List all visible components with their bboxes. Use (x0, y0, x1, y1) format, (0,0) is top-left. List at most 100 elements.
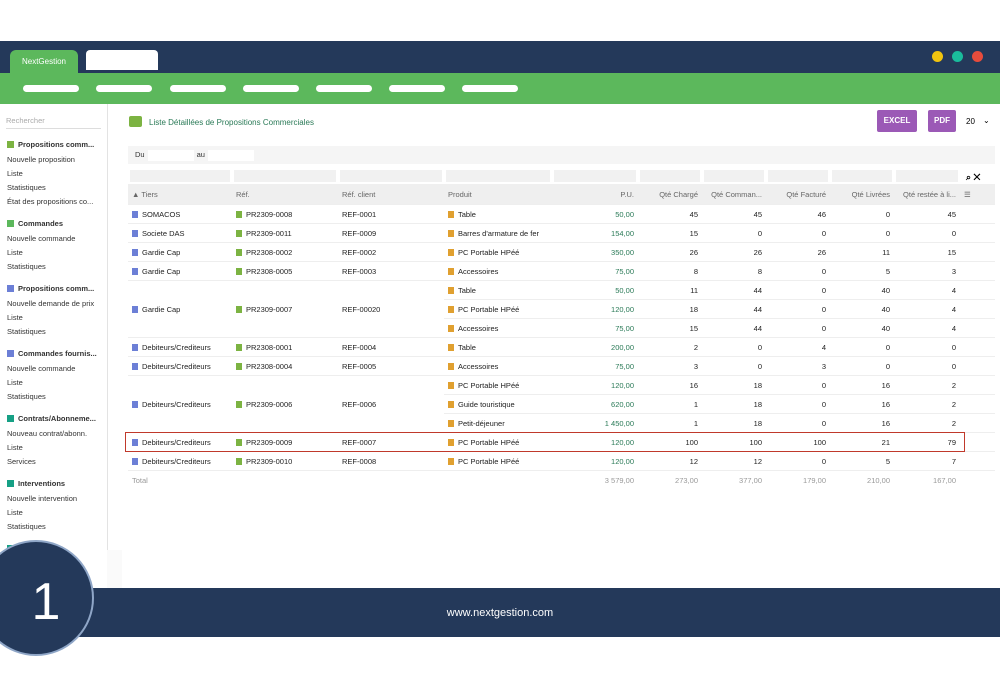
ref-cell-text[interactable]: PR2308-0004 (246, 361, 293, 371)
sidebar-link[interactable]: Nouvelle proposition (7, 155, 75, 164)
sidebar-link[interactable]: Liste (7, 248, 23, 257)
sidebar-link[interactable]: Liste (7, 378, 23, 387)
table-row[interactable]: Gardie Cap PR2308-0005 REF-0003 Accessoires… (128, 261, 995, 281)
filter-input[interactable] (234, 170, 336, 182)
pdf-button[interactable]: PDF (928, 110, 956, 132)
filter-input[interactable] (704, 170, 764, 182)
table-row[interactable]: Gardie Cap PR2308-0002 REF-0002 PC Portable… (128, 242, 995, 262)
ref-cell-text[interactable]: PR2309-0010 (246, 456, 293, 466)
table-row[interactable]: Societe DAS PR2309-0011 REF-0009 Barres d'a… (128, 223, 995, 243)
menu-item[interactable] (96, 85, 152, 92)
filter-input[interactable] (130, 170, 230, 182)
sidebar-link[interactable]: Statistiques (7, 392, 46, 401)
sidebar-link[interactable]: Nouvelle commande (7, 364, 76, 373)
tiers-cell-text[interactable]: SOMACOS (142, 209, 181, 219)
table-row[interactable]: Debiteurs/Crediteurs PR2309-0009 REF-0007 P… (128, 432, 995, 452)
section-header[interactable]: Interventions (7, 478, 107, 490)
ref-cell-text[interactable]: PR2309-0007 (246, 304, 293, 314)
sidebar-link[interactable]: Liste (7, 443, 23, 452)
table-row[interactable]: Guide touristique 620,00 1 18 0 16 2 (128, 394, 995, 414)
filter-input[interactable] (554, 170, 636, 182)
sidebar-link[interactable]: État des propositions co... (7, 197, 94, 206)
menu-item[interactable] (462, 85, 518, 92)
menu-item[interactable] (23, 85, 79, 92)
sidebar-link[interactable]: Statistiques (7, 327, 46, 336)
sidebar-link[interactable]: Liste (7, 169, 23, 178)
column-header[interactable]: Réf. (232, 184, 338, 205)
filter-input[interactable] (832, 170, 892, 182)
sidebar-link[interactable]: Nouvelle intervention (7, 494, 78, 503)
column-header[interactable]: Qté Livrées (830, 184, 894, 205)
sidebar-link[interactable]: Liste (7, 313, 23, 322)
section-header[interactable]: Propositions comm... (7, 139, 107, 151)
column-header[interactable]: P.U. (552, 184, 638, 205)
sidebar-link[interactable]: Nouvelle demande de prix (7, 299, 95, 308)
table-row[interactable]: Accessoires 75,00 15 44 0 40 4 (128, 318, 995, 338)
sidebar-link[interactable]: Statistiques (7, 262, 46, 271)
column-header[interactable]: Qté Comman... (702, 184, 766, 205)
tiers-cell-text[interactable]: Gardie Cap (142, 247, 181, 257)
ref-cell-text[interactable]: PR2308-0002 (246, 247, 293, 257)
tiers-cell-text[interactable]: Debiteurs/Crediteurs (142, 456, 211, 466)
column-menu[interactable]: ☰ (960, 184, 995, 205)
date-input[interactable] (207, 149, 254, 161)
column-header[interactable]: Qté Facturé (766, 184, 830, 205)
sidebar-link[interactable]: Services (7, 457, 36, 466)
search-icon[interactable]: ⌕ ✕ (966, 172, 981, 182)
section-title[interactable]: Commandes (18, 219, 64, 228)
table-row[interactable]: Debiteurs/Crediteurs PR2308-0004 REF-0005 A… (128, 356, 995, 376)
column-header[interactable]: Qté restée à li... (894, 184, 960, 205)
ref-cell-text[interactable]: PR2309-0009 (246, 437, 293, 447)
table-row[interactable]: SOMACOS PR2309-0008 REF-0001 Table 50,00 45 45… (128, 204, 995, 224)
filter-input[interactable] (340, 170, 442, 182)
table-row[interactable]: PC Portable HPéé 120,00 18 44 0 40 4 (128, 299, 995, 319)
section-header[interactable]: Commandes (7, 218, 107, 230)
section-title[interactable]: Contrats/Abonneme... (18, 414, 96, 423)
date-input[interactable] (147, 149, 194, 161)
section-header[interactable]: Commandes fournis... (7, 348, 107, 360)
tiers-cell-text[interactable]: Debiteurs/Crediteurs (142, 342, 211, 352)
excel-button[interactable]: EXCEL (877, 110, 917, 132)
table-row[interactable]: Debiteurs/Crediteurs PR2309-0006 REF-0006 P… (128, 375, 995, 433)
tiers-cell-text[interactable]: Societe DAS (142, 228, 185, 238)
page-size-select[interactable]: 20 (966, 117, 975, 126)
section-title[interactable]: Interventions (18, 479, 66, 488)
ref-cell-text[interactable]: PR2309-0006 (246, 399, 293, 409)
column-header[interactable]: Qté Chargé (638, 184, 702, 205)
ref-cell-text[interactable]: PR2309-0011 (246, 228, 292, 238)
sidebar-link[interactable]: Statistiques (7, 522, 46, 531)
search-input[interactable]: Rechercher (6, 116, 101, 129)
ref-cell-text[interactable]: PR2309-0008 (246, 209, 293, 219)
section-title[interactable]: Propositions comm... (18, 140, 95, 149)
menu-item[interactable] (170, 85, 226, 92)
blank-tab[interactable] (86, 50, 158, 70)
filter-input[interactable] (896, 170, 958, 182)
tiers-cell-text[interactable]: Debiteurs/Crediteurs (142, 361, 211, 371)
tiers-cell-text[interactable]: Debiteurs/Crediteurs (142, 437, 211, 447)
section-title[interactable]: Commandes fournis... (18, 349, 97, 358)
sidebar-link[interactable]: Statistiques (7, 183, 46, 192)
ref-cell-text[interactable]: PR2308-0001 (246, 342, 293, 352)
filter-input[interactable] (640, 170, 700, 182)
tiers-cell-text[interactable]: Gardie Cap (142, 266, 181, 276)
table-row[interactable]: Debiteurs/Crediteurs PR2308-0001 REF-0004 T… (128, 337, 995, 357)
tiers-cell-text[interactable]: Debiteurs/Crediteurs (142, 399, 211, 409)
filter-input[interactable] (446, 170, 550, 182)
column-header[interactable]: Produit (444, 184, 552, 205)
sidebar-link[interactable]: Nouveau contrat/abonn. (7, 429, 88, 438)
sidebar-link[interactable]: Liste (7, 508, 23, 517)
table-row[interactable]: Gardie Cap PR2309-0007 REF-00020 Table 50,00… (128, 280, 995, 338)
column-header[interactable]: ▲ Tiers (128, 184, 232, 205)
app-tab[interactable]: NextGestion (10, 50, 78, 73)
menu-item[interactable] (316, 85, 372, 92)
sidebar-link[interactable]: Nouvelle commande (7, 234, 76, 243)
section-title[interactable]: Propositions comm... (18, 284, 95, 293)
table-row[interactable]: Debiteurs/Crediteurs PR2309-0010 REF-0008 P… (128, 451, 995, 471)
menu-item[interactable] (389, 85, 445, 92)
column-header[interactable]: Réf. client (338, 184, 444, 205)
section-header[interactable]: Propositions comm... (7, 283, 107, 295)
menu-item[interactable] (243, 85, 299, 92)
tiers-cell-text[interactable]: Gardie Cap (142, 304, 181, 314)
ref-cell-text[interactable]: PR2308-0005 (246, 266, 293, 276)
filter-input[interactable] (768, 170, 828, 182)
